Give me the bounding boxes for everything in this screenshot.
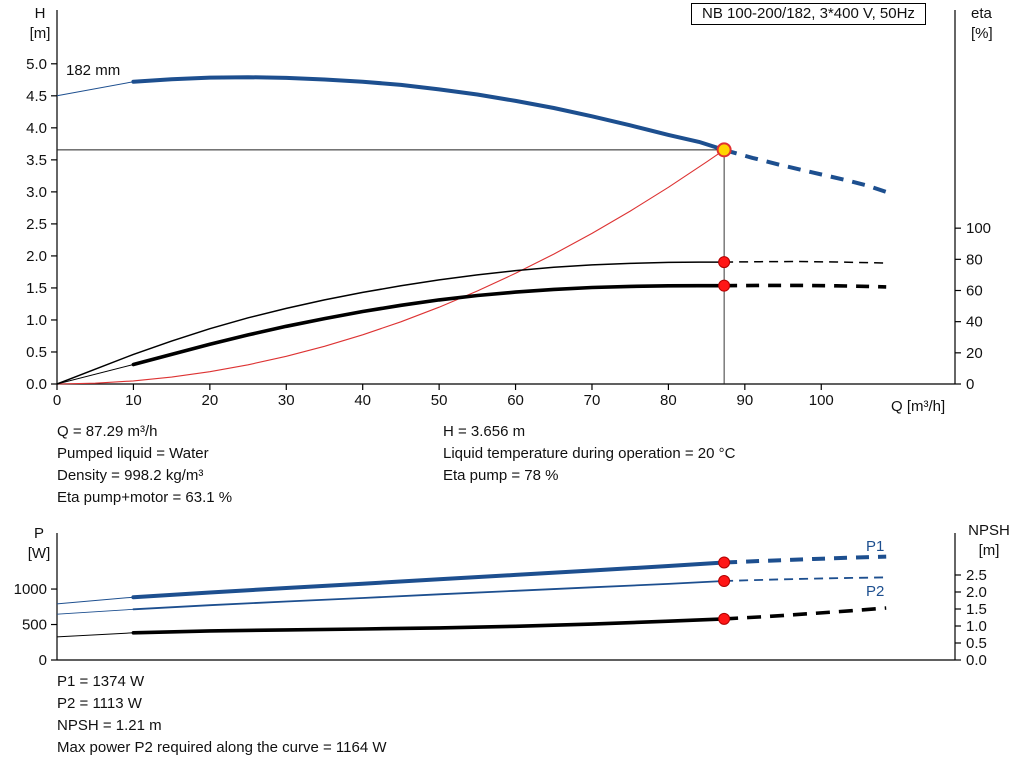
y-left-tick-label: 1.5 [26, 280, 47, 297]
result-line-p2: P2 = 1113 W [57, 695, 142, 712]
x-tick-label: 20 [202, 392, 219, 409]
detail-line-temperature: Liquid temperature during operation = 20… [443, 445, 736, 462]
detail-line-eta-pump: Eta pump = 78 % [443, 467, 559, 484]
result-summary: P1 = 1374 W P2 = 1113 W NPSH = 1.21 m Ma… [57, 671, 387, 759]
result-line-maxp2: Max power P2 required along the curve = … [57, 739, 387, 756]
y-right-tick-label: 20 [966, 345, 983, 362]
eta-pump-motor-lead [56, 364, 134, 385]
operating-dot-marker [718, 556, 731, 569]
y-left-tick-label: 4.0 [26, 120, 47, 137]
system-curve-curve [56, 149, 725, 385]
eta-pump-motor-curve [131, 283, 726, 367]
head-curve-extrapolated [723, 147, 887, 194]
y-right-tick-label: 0.5 [966, 635, 987, 652]
npsh-curve-extrapolated [724, 606, 887, 621]
x-tick-label: 40 [354, 392, 371, 409]
x-tick-label: 50 [431, 392, 448, 409]
eta-pump-curve [56, 261, 725, 385]
y-right-tick-label: 80 [966, 251, 983, 268]
p2-power-extrapolated [724, 576, 887, 582]
npsh-axis-label: NPSH [m] [963, 521, 1015, 561]
p-axis-label-line2: [W] [27, 545, 51, 562]
y-left-tick-label: 3.5 [26, 152, 47, 169]
detail-line-density: Density = 998.2 kg/m³ [57, 467, 204, 484]
y-left-tick-label: 500 [22, 617, 47, 634]
y-right-tick-label: 2.5 [966, 567, 987, 584]
y-left-tick-label: 5.0 [26, 56, 47, 73]
x-tick-label: 90 [736, 392, 753, 409]
x-tick-label: 70 [584, 392, 601, 409]
y-left-tick-label: 1.0 [26, 312, 47, 329]
y-left-tick-label: 0.5 [26, 344, 47, 361]
p1-power-curve [131, 560, 727, 600]
detail-line-h: H = 3.656 m [443, 423, 526, 440]
duty-point-marker [716, 142, 732, 158]
duty-details-left: Q = 87.29 m³/h Pumped liquid = Water Den… [57, 421, 232, 509]
x-tick-label: 0 [53, 392, 61, 409]
y-left-tick-label: 0 [39, 652, 47, 669]
eta-axis-label: eta [%] [971, 4, 1021, 44]
x-tick-label: 100 [809, 392, 834, 409]
power-npsh-chart: 0 500 1000 0.00.51.01.52.02.5 [14, 533, 987, 669]
p2-power-curve [132, 580, 725, 611]
y-right-tick-label: 1.5 [966, 601, 987, 618]
x-tick-label: 30 [278, 392, 295, 409]
y-right-tick-label: 60 [966, 283, 983, 300]
y-right-tick-label: 0.0 [966, 652, 987, 669]
pump-model-title: NB 100-200/182, 3*400 V, 50Hz [691, 3, 926, 25]
operating-dot-marker [718, 256, 731, 269]
npsh-axis-label-line1: NPSH [968, 522, 1010, 539]
y-left-tick-label: 2.0 [26, 248, 47, 265]
p1-curve-label: P1 [866, 538, 885, 555]
operating-dot-marker [718, 279, 731, 292]
x-tick-label: 10 [125, 392, 142, 409]
npsh-axis-label-line2: [m] [978, 542, 1000, 559]
h-axis-label-line1: H [34, 5, 46, 22]
y-right-tick-label: 1.0 [966, 618, 987, 635]
head-curve-lead [56, 81, 134, 97]
q-axis-label: Q [m³/h] [891, 398, 946, 415]
duty-details-right: H = 3.656 m Liquid temperature during op… [443, 421, 735, 487]
npsh-curve-curve [131, 617, 726, 635]
y-left-tick-label: 1000 [14, 581, 47, 598]
y-right-tick-label: 0 [966, 376, 974, 393]
p1-power-lead [56, 596, 134, 605]
y-right-tick-label: 40 [966, 314, 983, 331]
operating-dot-marker [718, 612, 731, 625]
p-axis-label-line1: P [33, 525, 44, 542]
eta-axis-label-line1: eta [971, 5, 992, 22]
x-tick-label: 80 [660, 392, 677, 409]
detail-line-liquid: Pumped liquid = Water [57, 445, 209, 462]
eta-pump-extrapolated [724, 260, 887, 264]
y-left-tick-label: 3.0 [26, 184, 47, 201]
y-left-tick-label: 4.5 [26, 88, 47, 105]
y-left-tick-label: 2.5 [26, 216, 47, 233]
operating-dot-marker [718, 575, 731, 588]
detail-line-q: Q = 87.29 m³/h [57, 423, 158, 440]
eta-axis-label-line2: [%] [971, 25, 993, 42]
eta-pump-motor-extrapolated [724, 283, 887, 289]
impeller-size-label: 182 mm [66, 62, 121, 79]
p2-power-lead [56, 608, 134, 615]
result-line-npsh: NPSH = 1.21 m [57, 717, 162, 734]
qh-performance-chart: 0.0 0.5 1.0 1.5 2.0 2.5 3.0 3.5 4.0 4.5 5.0 0 20 40 60… [26, 10, 991, 409]
detail-line-eta-pump-motor: Eta pump+motor = 63.1 % [57, 489, 233, 506]
x-tick-label: 60 [507, 392, 524, 409]
h-axis-label: H [m] [20, 4, 60, 44]
npsh-curve-lead [56, 632, 134, 638]
h-axis-label-line2: [m] [29, 25, 51, 42]
head-curve-curve [131, 75, 727, 152]
p-axis-label: P [W] [18, 524, 60, 564]
y-left-tick-label: 0.0 [26, 376, 47, 393]
result-line-p1: P1 = 1374 W [57, 673, 145, 690]
y-right-tick-label: 100 [966, 220, 991, 237]
p1-power-extrapolated [724, 554, 887, 565]
y-right-tick-label: 2.0 [966, 584, 987, 601]
p2-curve-label: P2 [866, 583, 885, 600]
